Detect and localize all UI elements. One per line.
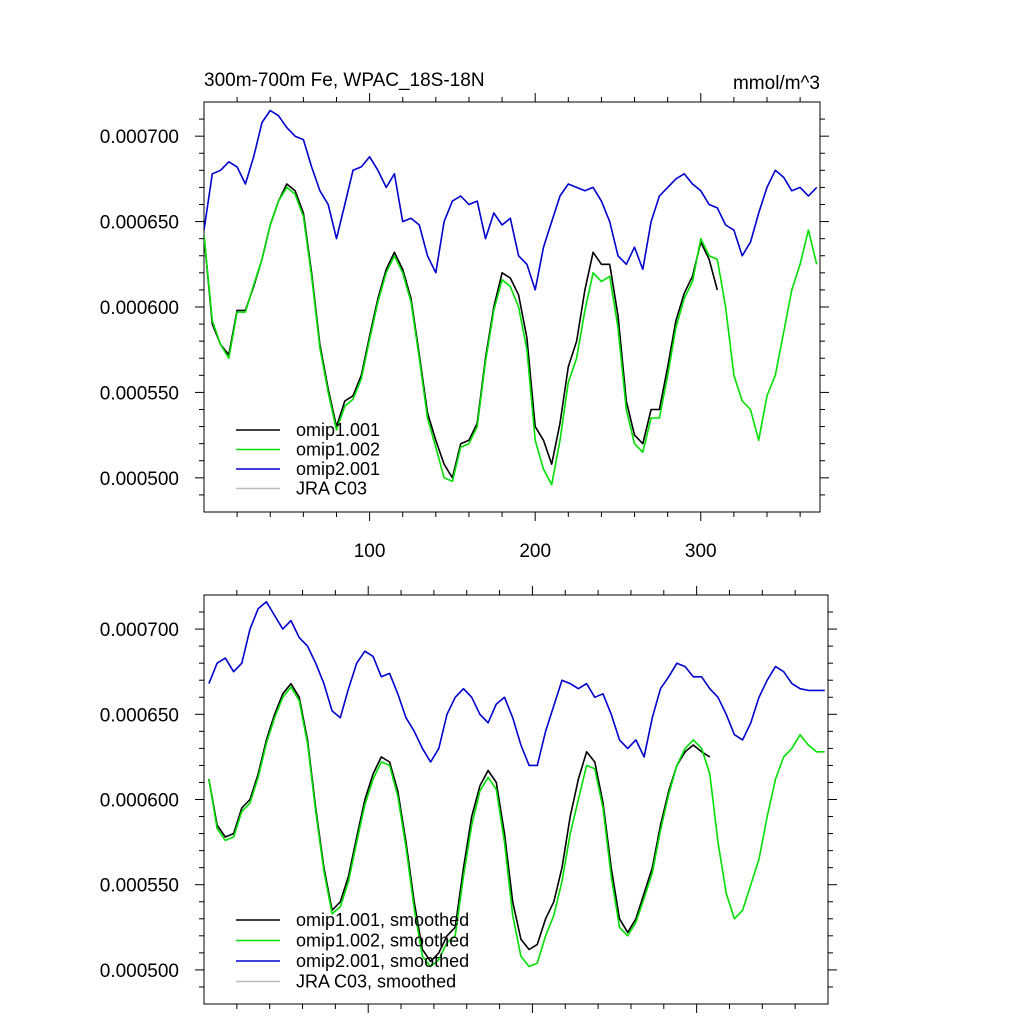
y-tick-label: 0.000500 xyxy=(100,961,179,982)
tick-marks xyxy=(195,586,837,1013)
series-line-omip1-001 xyxy=(204,183,719,479)
y-tick-label: 0.000600 xyxy=(100,298,179,319)
chart-panel-1: 0.000500 0.000550 0.000600 0.000650 0.000700… xyxy=(100,70,829,562)
legend-label: omip1.001, smoothed xyxy=(296,910,469,930)
series-line-omip2-001 xyxy=(204,109,818,291)
y-tick-label: 0.000700 xyxy=(100,127,179,148)
tick-marks xyxy=(195,93,829,521)
y-tick-label: 0.000500 xyxy=(100,469,179,490)
series-line-omip1-002 xyxy=(204,186,818,486)
legend-label: JRA C03 xyxy=(296,479,367,499)
chart-title: 300m-700m Fe, WPAC_18S-18N xyxy=(204,70,485,91)
y-tick-label: 0.000650 xyxy=(100,705,179,726)
y-tick-label: 0.000700 xyxy=(100,620,179,641)
chart-panel-2: 0.000500 0.000550 0.000600 0.000650 0.000700… xyxy=(100,586,837,1013)
y-tick-label: 0.000650 xyxy=(100,213,179,234)
x-tick-label: 300 xyxy=(685,541,717,562)
y-tick-label: 0.000550 xyxy=(100,876,179,897)
y-tick-label: 0.000550 xyxy=(100,383,179,404)
series-line-omip2-001-smoothed xyxy=(208,601,825,767)
legend-label: omip2.001 xyxy=(296,459,380,479)
y-tick-label: 0.000600 xyxy=(100,791,179,812)
legend-label: JRA C03, smoothed xyxy=(296,972,456,992)
legend-label: omip2.001, smoothed xyxy=(296,951,469,971)
legend-label: omip1.002, smoothed xyxy=(296,931,469,951)
legend-label: omip1.002 xyxy=(296,440,380,460)
x-tick-label: 200 xyxy=(519,541,551,562)
x-tick-label: 100 xyxy=(354,541,386,562)
legend-label: omip1.001 xyxy=(296,420,380,440)
series-line-omip1-001-smoothed xyxy=(208,682,711,963)
units-label: mmol/m^3 xyxy=(733,73,820,94)
series-line-omip1-002-smoothed xyxy=(208,686,825,968)
